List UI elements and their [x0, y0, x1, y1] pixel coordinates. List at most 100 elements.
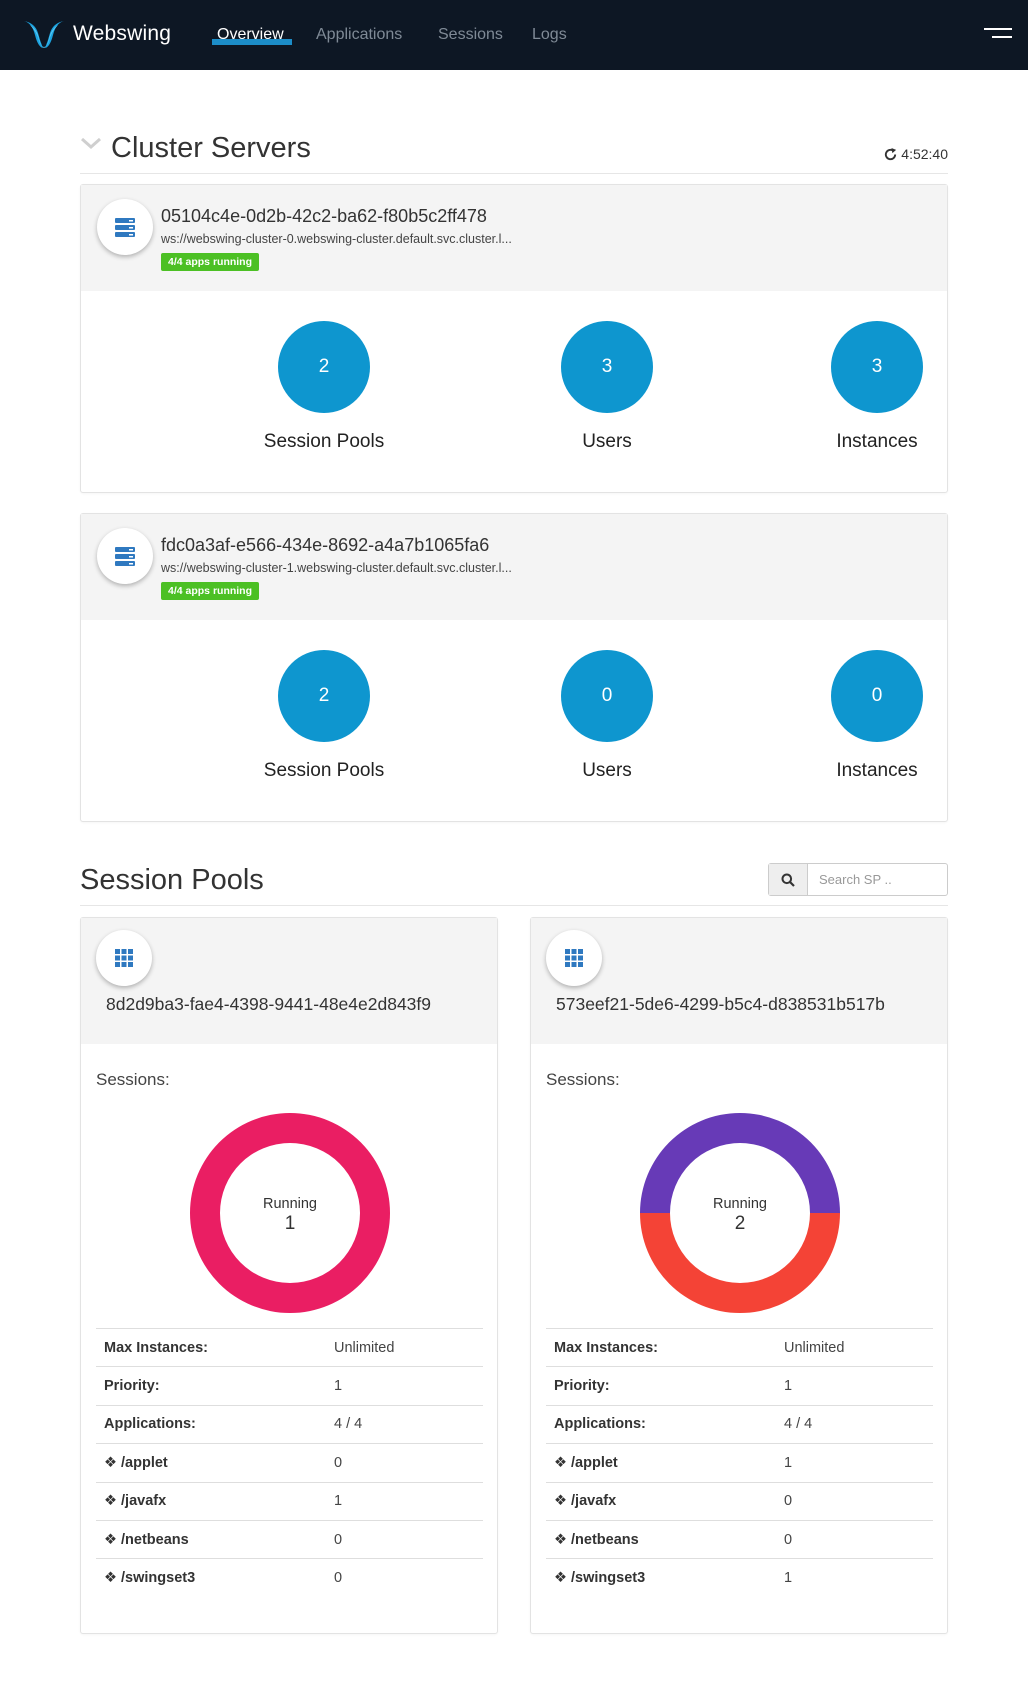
sessions-donut-chart [190, 1113, 390, 1313]
sessions-donut-chart [640, 1113, 840, 1313]
refresh-time: 4:52:40 [901, 146, 948, 162]
row-key: ❖ /swingset3 [96, 1558, 326, 1598]
stat-users[interactable]: 3 Users [507, 321, 707, 453]
server-avatar [97, 528, 153, 584]
cluster-servers-title: Cluster Servers [111, 132, 311, 164]
nav-tab-applications[interactable]: Applications [316, 26, 403, 43]
table-row: Priority: 1 [96, 1366, 483, 1406]
pool-id[interactable]: 8d2d9ba3-fae4-4398-9441-48e4e2d843f9 [106, 994, 432, 1014]
nav-tab-overview[interactable]: Overview [217, 26, 284, 43]
pool-details-table: Max Instances: Unlimited Priority: 1 Appli… [546, 1327, 933, 1598]
pool-id[interactable]: 573eef21-5de6-4299-b5c4-d838531b517b [556, 994, 885, 1014]
row-value: 1 [776, 1366, 933, 1406]
server-url: ws://webswing-cluster-1.webswing-cluster… [161, 561, 512, 575]
search-input[interactable] [808, 864, 947, 895]
pool-avatar [96, 930, 152, 986]
donut-caption: Running [712, 1196, 767, 1212]
stat-label: Instances [836, 431, 918, 452]
server-stack-icon [115, 218, 135, 237]
stat-users[interactable]: 0 Users [507, 650, 707, 782]
apps-running-badge: 4/4 apps running [161, 582, 260, 600]
donut-center-text: Running 2 [640, 1196, 840, 1235]
server-card: fdc0a3af-e566-434e-8692-a4a7b1065fa6 ws:… [80, 513, 948, 822]
table-row: Priority: 1 [546, 1366, 933, 1406]
table-row: ❖ /swingset3 0 [96, 1558, 483, 1598]
server-id[interactable]: 05104c4e-0d2b-42c2-ba62-f80b5c2ff478 [161, 206, 487, 226]
session-pools-header: Session Pools [80, 860, 948, 906]
row-value: Unlimited [326, 1327, 483, 1367]
table-row: ❖ /netbeans 0 [96, 1519, 483, 1559]
donut-value: 2 [734, 1213, 746, 1234]
webswing-logo-icon[interactable] [22, 17, 66, 51]
table-row: ❖ /swingset3 1 [546, 1558, 933, 1598]
nav-active-underline [212, 39, 292, 45]
refresh-button[interactable]: 4:52:40 [883, 146, 948, 162]
row-value: 1 [326, 1366, 483, 1406]
row-key: Max Instances: [96, 1327, 326, 1367]
stat-instances[interactable]: 3 Instances [777, 321, 977, 453]
search-button[interactable] [769, 864, 808, 895]
row-value: 0 [776, 1519, 933, 1559]
row-key: ❖ /javafx [546, 1481, 776, 1521]
row-value: 4 / 4 [776, 1404, 933, 1444]
nav-tab-logs[interactable]: Logs [532, 26, 567, 43]
brand-name[interactable]: Webswing [73, 22, 172, 45]
server-url: ws://webswing-cluster-0.webswing-cluster… [161, 232, 512, 246]
nav-tab-sessions[interactable]: Sessions [438, 26, 503, 43]
row-key: Priority: [546, 1366, 776, 1406]
donut-caption: Running [262, 1196, 317, 1212]
stat-session-pools[interactable]: 2 Session Pools [224, 321, 424, 453]
row-key: ❖ /applet [96, 1443, 326, 1483]
search-box [768, 863, 948, 896]
row-value: 0 [326, 1558, 483, 1598]
table-row: ❖ /javafx 1 [96, 1481, 483, 1521]
server-stack-icon [115, 547, 135, 566]
pool-details-table: Max Instances: Unlimited Priority: 1 Appli… [96, 1327, 483, 1598]
session-pools-title: Session Pools [80, 864, 264, 896]
donut-segment-1[interactable] [640, 1213, 840, 1313]
stat-instances[interactable]: 0 Instances [777, 650, 977, 782]
server-stats: 2 Session Pools 3 Users 3 Instances [81, 291, 947, 493]
row-key: ❖ /javafx [96, 1481, 326, 1521]
server-avatar [97, 199, 153, 255]
table-row: Applications: 4 / 4 [96, 1404, 483, 1444]
row-key: Priority: [96, 1366, 326, 1406]
server-card: 05104c4e-0d2b-42c2-ba62-f80b5c2ff478 ws:… [80, 184, 948, 493]
search-icon [781, 873, 795, 887]
row-value: 0 [776, 1481, 933, 1521]
table-row: Max Instances: Unlimited [546, 1327, 933, 1367]
stat-value: 3 [561, 321, 653, 413]
server-id[interactable]: fdc0a3af-e566-434e-8692-a4a7b1065fa6 [161, 535, 490, 555]
cluster-servers-header: Cluster Servers 4:52:40 [80, 128, 948, 174]
pool-card-header: 573eef21-5de6-4299-b5c4-d838531b517b [531, 918, 947, 1044]
table-row: ❖ /javafx 0 [546, 1481, 933, 1521]
row-key: ❖ /netbeans [546, 1519, 776, 1559]
stat-label: Users [582, 431, 632, 452]
row-value: 4 / 4 [326, 1404, 483, 1444]
chevron-down-icon[interactable] [80, 136, 102, 150]
row-key: Applications: [96, 1404, 326, 1444]
sessions-label: Sessions: [546, 1070, 620, 1089]
row-value: 0 [326, 1443, 483, 1483]
stat-value: 0 [561, 650, 653, 742]
row-key: ❖ /netbeans [96, 1519, 326, 1559]
table-row: Applications: 4 / 4 [546, 1404, 933, 1444]
apps-running-badge: 4/4 apps running [161, 253, 260, 271]
stat-value: 3 [831, 321, 923, 413]
donut-segment-0[interactable] [190, 1113, 390, 1313]
server-card-header: fdc0a3af-e566-434e-8692-a4a7b1065fa6 ws:… [81, 514, 947, 620]
pool-avatar [546, 930, 602, 986]
hamburger-menu-icon[interactable] [984, 25, 1012, 41]
table-row: ❖ /applet 0 [96, 1443, 483, 1483]
top-navbar: Webswing Overview Applications Sessions … [0, 0, 1028, 70]
table-row: ❖ /netbeans 0 [546, 1519, 933, 1559]
donut-center-text: Running 1 [190, 1196, 390, 1235]
session-pool-card: 8d2d9ba3-fae4-4398-9441-48e4e2d843f9 Ses… [80, 917, 498, 1634]
row-value: 1 [776, 1558, 933, 1598]
donut-value: 1 [284, 1213, 296, 1234]
stat-session-pools[interactable]: 2 Session Pools [224, 650, 424, 782]
stat-label: Instances [836, 760, 918, 781]
stat-label: Session Pools [263, 431, 385, 452]
sessions-label: Sessions: [96, 1070, 170, 1089]
donut-segment-0[interactable] [640, 1113, 840, 1213]
